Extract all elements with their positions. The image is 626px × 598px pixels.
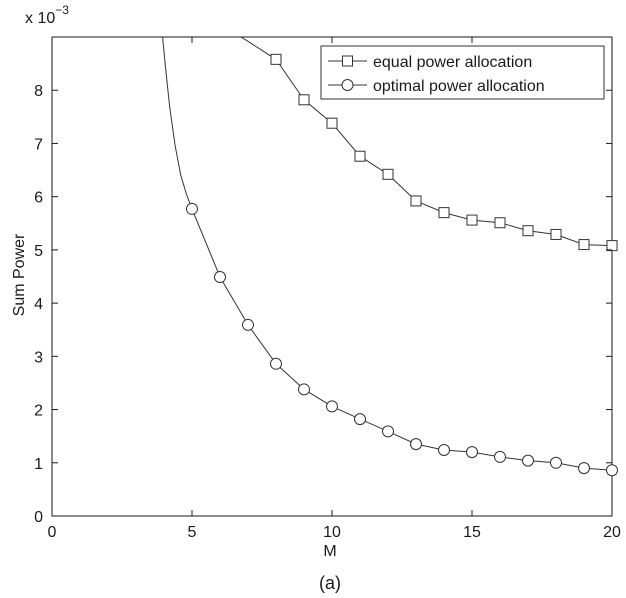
data-point-square (354, 150, 366, 162)
data-point-circle (522, 454, 534, 467)
data-point-circle (606, 464, 618, 477)
data-point-circle (438, 444, 450, 457)
data-point-square (270, 53, 282, 65)
y-multiplier: x 10−3 (25, 3, 69, 27)
legend: equal power allocation optimal power all… (320, 45, 605, 100)
data-point-circle (578, 462, 590, 475)
y-tick-label: 2 (34, 403, 43, 420)
y-tick-label: 7 (34, 136, 43, 153)
legend-label-optimal: optimal power allocation (373, 78, 545, 95)
data-point-square (606, 240, 618, 252)
data-point-square (578, 239, 590, 251)
data-point-square (466, 214, 478, 226)
data-point-circle (354, 413, 366, 426)
legend-marker-square (342, 55, 353, 67)
x-tick-label: 20 (603, 524, 621, 541)
figure-caption: (a) (319, 573, 341, 593)
data-point-square (382, 168, 394, 180)
data-point-circle (298, 383, 310, 396)
legend-marker-circle (341, 79, 354, 91)
y-tick-label: 4 (34, 296, 43, 313)
y-axis-label: Sum Power (11, 233, 28, 316)
x-tick-label: 0 (48, 524, 57, 541)
x-tick-label: 10 (323, 524, 341, 541)
y-tick-label: 5 (34, 243, 43, 260)
data-point-square (438, 207, 450, 219)
series-line-optimal (162, 36, 613, 471)
data-point-circle (242, 318, 254, 331)
data-point-square (410, 195, 422, 207)
series-layer (162, 36, 618, 477)
plot-area (51, 36, 613, 517)
data-point-square (326, 117, 338, 129)
data-point-circle (494, 450, 506, 463)
data-point-circle (270, 357, 282, 370)
x-axis-label: M (323, 543, 336, 560)
data-point-circle (466, 446, 478, 459)
y-tick-label: 6 (34, 190, 43, 207)
data-point-circle (186, 202, 198, 215)
y-tick-label: 3 (34, 349, 43, 366)
y-tick-label: 8 (34, 83, 43, 100)
legend-label-equal: equal power allocation (373, 54, 532, 71)
data-point-circle (214, 271, 226, 284)
data-point-square (522, 225, 534, 237)
y-tick-label: 1 (34, 456, 43, 473)
data-point-circle (410, 438, 422, 451)
plot-frame (51, 36, 613, 517)
y-tick-label: 0 (34, 509, 43, 526)
data-point-circle (382, 425, 394, 438)
axis-ticks: 0 5 10 15 20 0 1 2 3 4 5 6 7 8 (34, 37, 621, 541)
x-tick-label: 5 (188, 524, 197, 541)
x-tick-label: 15 (463, 524, 481, 541)
data-point-square (550, 228, 562, 240)
data-point-circle (550, 456, 562, 469)
data-point-square (494, 217, 506, 229)
data-point-circle (326, 400, 338, 413)
data-point-square (298, 94, 310, 106)
legend-box (320, 45, 605, 100)
